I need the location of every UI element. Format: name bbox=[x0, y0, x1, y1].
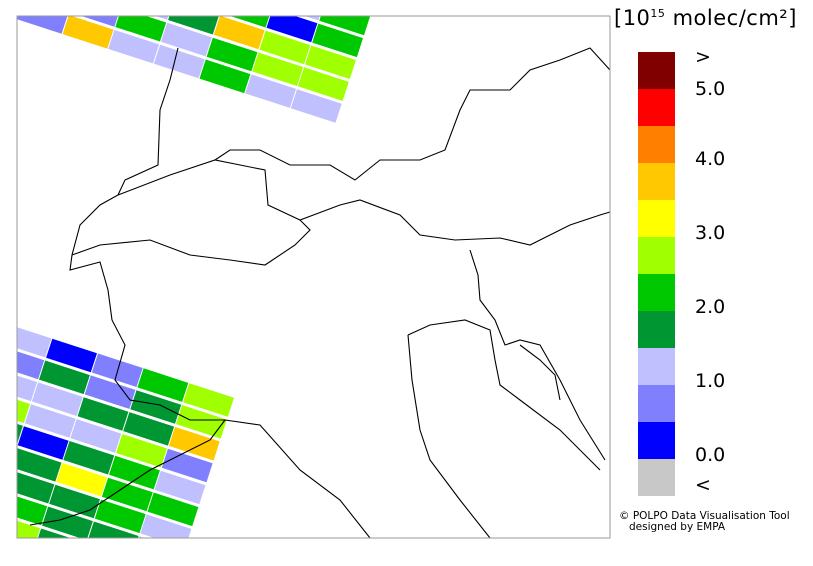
swath-pixel bbox=[123, 412, 175, 446]
swath-pixel bbox=[39, 360, 90, 395]
swath-pixel bbox=[137, 368, 189, 402]
swath-pixel bbox=[42, 506, 93, 538]
legend-color-box bbox=[638, 385, 675, 422]
legend-label: 5.0 bbox=[695, 78, 726, 100]
swath-pixel bbox=[31, 382, 83, 416]
legend-color-box bbox=[638, 52, 675, 89]
swath-pixel bbox=[206, 37, 258, 72]
swath-pixel bbox=[154, 470, 206, 505]
swath-pixel bbox=[245, 74, 297, 108]
swath-pixel bbox=[266, 16, 318, 43]
swath-pixel bbox=[62, 16, 114, 49]
legend-label: < bbox=[695, 474, 711, 496]
legend-color-box bbox=[638, 422, 675, 459]
legend-color-box bbox=[638, 274, 675, 311]
swath-pixel bbox=[199, 59, 251, 94]
swath-pixel bbox=[116, 434, 167, 468]
swath-pixel bbox=[63, 441, 115, 475]
swath-pixel bbox=[130, 390, 182, 424]
legend-label: 4.0 bbox=[695, 148, 726, 170]
swath-pixel bbox=[70, 419, 122, 453]
legend-label: 1.0 bbox=[695, 370, 726, 392]
satellite-swath-top bbox=[17, 16, 371, 123]
legend-label: > bbox=[695, 46, 711, 68]
swath-pixel bbox=[49, 484, 100, 519]
swath-pixel bbox=[17, 426, 69, 460]
swath-pixel bbox=[115, 16, 167, 42]
swath-pixel bbox=[168, 426, 220, 461]
swath-pixel bbox=[17, 351, 45, 380]
swath-pixel bbox=[24, 404, 76, 438]
swath-pixel bbox=[297, 67, 349, 101]
legend-color-box bbox=[638, 200, 675, 237]
map-frame bbox=[16, 15, 611, 539]
swath-pixel bbox=[147, 492, 199, 527]
swath-pixel bbox=[17, 399, 30, 423]
legend-color-box bbox=[638, 459, 675, 496]
swath-pixel bbox=[252, 52, 304, 86]
swath-pixel bbox=[46, 338, 97, 373]
legend-label: 0.0 bbox=[695, 444, 726, 466]
satellite-swath-bottom bbox=[17, 327, 234, 538]
swath-pixel bbox=[17, 496, 48, 526]
swath-pixel bbox=[304, 16, 320, 21]
swath-pixel bbox=[94, 499, 146, 534]
swath-pixel bbox=[84, 375, 136, 409]
swath-pixel bbox=[319, 16, 371, 36]
swath-pixel bbox=[183, 383, 234, 417]
credit-text: © POLPO Data Visualisation Tool designed … bbox=[619, 510, 790, 533]
swath-pixel bbox=[213, 16, 265, 50]
swath-pixel bbox=[230, 16, 270, 28]
swath-pixel bbox=[259, 30, 311, 65]
legend-color-box bbox=[638, 237, 675, 274]
legend-color-box bbox=[638, 311, 675, 348]
swath-pixel bbox=[17, 448, 62, 482]
swath-pixel bbox=[88, 521, 139, 538]
legend-color-box bbox=[638, 126, 675, 163]
swath-pixel bbox=[312, 23, 363, 58]
swath-pixel bbox=[168, 16, 219, 35]
swath-pixel bbox=[81, 16, 118, 27]
swath-pixel bbox=[17, 423, 23, 445]
legend-unit: [1015 molec/cm²] bbox=[614, 6, 797, 30]
country-borders bbox=[29, 47, 611, 539]
swath-pixel bbox=[290, 89, 342, 123]
swath-pixel bbox=[140, 514, 192, 538]
swath-pixel bbox=[17, 16, 68, 34]
legend-color-box bbox=[638, 89, 675, 126]
swath-pixel bbox=[108, 29, 160, 64]
swath-pixel bbox=[161, 22, 212, 57]
swath-pixel bbox=[155, 16, 169, 20]
swath-pixel bbox=[176, 405, 227, 439]
legend-color-box bbox=[638, 348, 675, 385]
swath-pixel bbox=[56, 462, 108, 497]
legend-label: 2.0 bbox=[695, 296, 726, 318]
swath-pixel bbox=[109, 455, 160, 490]
swath-pixel bbox=[153, 44, 205, 79]
swath-pixel bbox=[17, 472, 55, 504]
legend-label: 3.0 bbox=[695, 222, 726, 244]
legend-color-box bbox=[638, 163, 675, 200]
swath-pixel bbox=[17, 327, 52, 358]
swath-pixel bbox=[101, 477, 153, 512]
swath-pixel bbox=[305, 45, 356, 79]
swath-pixel bbox=[77, 397, 129, 431]
swath-pixel bbox=[17, 520, 41, 538]
swath-pixel bbox=[17, 375, 38, 402]
swath-pixel bbox=[38, 528, 71, 538]
